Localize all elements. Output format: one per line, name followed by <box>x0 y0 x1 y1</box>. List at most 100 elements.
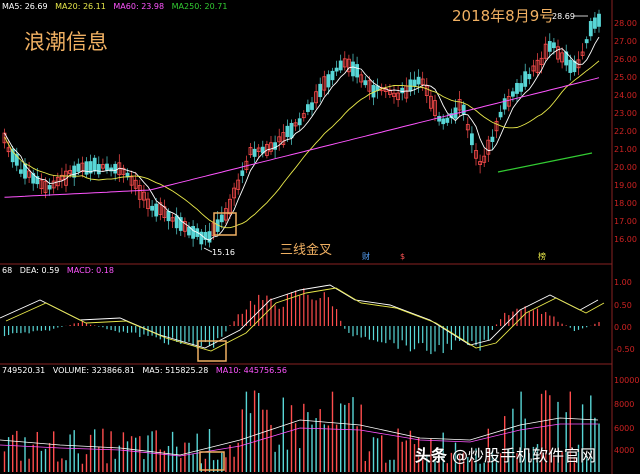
candle-body <box>96 164 101 175</box>
stock-name: 浪潮信息 <box>24 30 108 54</box>
candle-body <box>269 142 273 152</box>
event-mark-list[interactable]: 榜 <box>538 252 546 261</box>
dea-label: DEA: 0.59 <box>19 266 60 275</box>
candle-body <box>424 85 429 96</box>
candle-body <box>547 41 552 52</box>
candle-body <box>199 231 204 245</box>
candle-body <box>158 202 163 215</box>
golden-cross-box-macd <box>197 340 227 362</box>
candle-body <box>334 67 339 72</box>
ma-line <box>4 60 600 229</box>
candle-body <box>310 102 314 110</box>
candle-body <box>146 198 150 210</box>
candle-body <box>346 58 351 73</box>
candle-body <box>105 163 109 171</box>
candle-body <box>400 87 405 94</box>
candle-body <box>191 226 196 239</box>
price-tick: 27.00 <box>614 37 637 46</box>
candle-body <box>560 52 564 63</box>
candle-body <box>121 167 126 175</box>
price-tick: 24.00 <box>614 91 637 100</box>
candle-body <box>461 104 466 115</box>
ma250-line <box>497 152 593 173</box>
candle-body <box>478 161 483 165</box>
candle-body <box>510 91 515 97</box>
candle-body <box>39 179 44 190</box>
price-tick: 25.00 <box>614 73 637 82</box>
candle-body <box>129 176 134 186</box>
candle-body <box>564 51 569 66</box>
candle-body <box>498 111 503 118</box>
price-tick: 18.00 <box>614 199 637 208</box>
candle-body <box>326 74 331 88</box>
candle-body <box>552 42 556 49</box>
volume-tick: 4000 <box>614 446 635 455</box>
candle-body <box>588 21 593 37</box>
candle-body <box>392 92 396 97</box>
candle-body <box>35 176 40 185</box>
price-header: MA5: 26.69 MA20: 26.11 MA60: 23.98 MA250… <box>2 2 232 11</box>
price-tick: 21.00 <box>614 145 637 154</box>
candle-body <box>457 99 462 111</box>
dif-line <box>0 284 599 349</box>
ma5-label: MA5: 26.69 <box>2 2 48 11</box>
macd-tick: 0.50 <box>614 301 632 310</box>
price-tick: 26.00 <box>614 55 637 64</box>
candle-body <box>297 118 302 126</box>
candle-body <box>141 191 146 201</box>
candle-body <box>523 71 528 87</box>
golden-cross-box-volume <box>199 451 225 471</box>
candle-body <box>371 84 376 98</box>
candle-body <box>416 76 421 85</box>
candle-body <box>305 104 310 112</box>
candle-body <box>236 179 241 190</box>
watermark-text: @炒股手机软件官网 <box>451 446 596 465</box>
candle-body <box>428 95 433 109</box>
ma-line <box>4 36 600 241</box>
candle-body <box>556 46 560 60</box>
candle-body <box>84 161 89 175</box>
candle-body <box>568 59 573 73</box>
candle-body <box>285 125 290 138</box>
macd-lines <box>0 284 605 352</box>
candle-body <box>301 113 306 119</box>
price-tick: 20.00 <box>614 163 637 172</box>
candle-body <box>490 136 495 142</box>
low-price-marker <box>203 247 213 253</box>
candle-body <box>219 214 224 223</box>
candle-body <box>342 58 347 68</box>
candle-body <box>535 59 540 73</box>
candle-body <box>80 162 85 172</box>
candle-body <box>441 118 446 125</box>
candle-body <box>14 153 19 166</box>
macd-tick: 1.00 <box>614 278 632 287</box>
macd-tick: -0.50 <box>614 345 635 354</box>
candle-body <box>72 165 77 178</box>
price-tick: 23.00 <box>614 109 637 118</box>
candle-body <box>64 170 68 186</box>
candle-body <box>597 13 601 27</box>
event-mark-finance[interactable]: 财 <box>362 252 370 261</box>
volume-ma10-label: MA10: 445756.56 <box>215 366 287 375</box>
candle-body <box>187 226 191 236</box>
macd-header: 68 DEA: 0.59 MACD: 0.18 <box>2 266 119 275</box>
candle-body <box>109 167 113 172</box>
volume-ma5-label: MA5: 515825.28 <box>142 366 209 375</box>
candle-body <box>273 142 278 150</box>
candle-body <box>539 57 544 65</box>
candle-body <box>494 120 499 132</box>
candle-body <box>437 115 442 122</box>
candle-body <box>387 89 392 95</box>
volume-tick: 10000 <box>614 376 640 385</box>
candle-body <box>207 231 212 243</box>
candle-body <box>281 132 286 146</box>
candle-body <box>486 139 491 155</box>
candle-body <box>27 170 32 178</box>
candle-body <box>76 163 81 172</box>
event-mark-dollar[interactable]: $ <box>400 252 406 261</box>
candle-body <box>223 208 228 221</box>
candle-body <box>318 83 323 98</box>
volume-ma10-line <box>0 423 598 457</box>
volume-ma-lines <box>0 417 599 457</box>
